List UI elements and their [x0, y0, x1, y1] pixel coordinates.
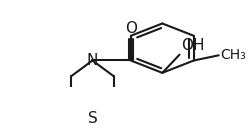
Text: N: N [87, 53, 98, 68]
Text: S: S [88, 111, 97, 126]
Text: CH₃: CH₃ [221, 48, 246, 62]
Text: OH: OH [181, 38, 205, 53]
Text: O: O [125, 22, 137, 36]
